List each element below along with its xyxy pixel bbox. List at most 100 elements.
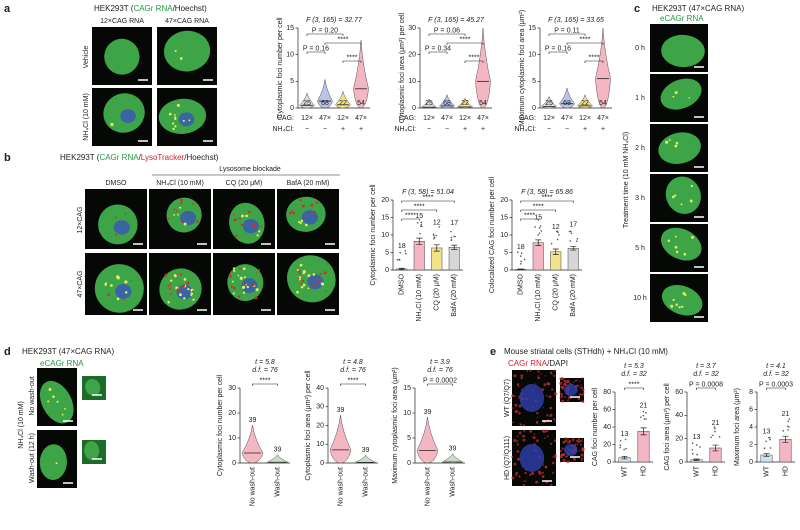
text-part: LysoTracker bbox=[141, 153, 185, 162]
focus bbox=[243, 276, 246, 279]
dot bbox=[782, 430, 785, 432]
y-axis-label: CAG foci number per cell bbox=[592, 387, 599, 466]
speckle bbox=[529, 369, 532, 372]
nucleus bbox=[178, 112, 195, 127]
dot bbox=[695, 444, 698, 446]
focus bbox=[183, 222, 187, 226]
focus bbox=[256, 234, 259, 237]
focus bbox=[178, 293, 182, 297]
speckle bbox=[511, 455, 514, 458]
lysosome bbox=[169, 293, 172, 295]
speckle bbox=[544, 437, 546, 439]
text-part: HEK293T (47×CAG RNA) bbox=[22, 347, 114, 356]
speckle bbox=[560, 392, 563, 396]
focus bbox=[183, 278, 187, 281]
speckle bbox=[520, 374, 524, 378]
statistic: F (3, 58) = 51.04 bbox=[402, 189, 454, 196]
speckle bbox=[578, 380, 581, 383]
micrograph bbox=[650, 74, 708, 122]
factor-value: 12× bbox=[579, 115, 591, 122]
focus bbox=[174, 50, 177, 53]
dot bbox=[519, 255, 522, 257]
speckle bbox=[552, 471, 555, 474]
speckle bbox=[562, 386, 564, 388]
speckle bbox=[563, 379, 566, 382]
focus bbox=[689, 199, 693, 203]
y-tick-label: 8 bbox=[749, 389, 753, 396]
comparison-label: **** bbox=[524, 212, 535, 219]
n-label: 13 bbox=[621, 431, 629, 438]
row-label: HD (Q7/Q111) bbox=[504, 436, 511, 480]
speckle bbox=[551, 461, 555, 465]
dot bbox=[570, 232, 573, 235]
speckle bbox=[536, 416, 539, 419]
y-axis-label: Maximum cytoplasmic foci area (μm²) bbox=[392, 367, 399, 483]
focus bbox=[296, 290, 299, 294]
statistic: d.f. = 32 bbox=[621, 371, 647, 378]
factor-value: 47× bbox=[561, 115, 573, 122]
y-tick-label: 20 bbox=[381, 197, 389, 204]
violin bbox=[335, 91, 351, 109]
violin bbox=[577, 93, 593, 109]
micrograph bbox=[82, 376, 106, 400]
violin bbox=[299, 93, 315, 109]
dot bbox=[520, 260, 522, 263]
speckle bbox=[537, 370, 540, 373]
lysosome bbox=[256, 271, 258, 273]
speckle bbox=[553, 439, 557, 442]
n-label: 18 bbox=[517, 244, 525, 251]
speckle bbox=[546, 382, 550, 386]
lysosome bbox=[254, 228, 257, 231]
speckle bbox=[554, 392, 558, 396]
error-bar bbox=[433, 244, 440, 252]
n-label: 21 bbox=[782, 411, 790, 418]
lysosome bbox=[167, 217, 170, 220]
cell bbox=[104, 38, 140, 75]
speckle bbox=[566, 399, 569, 402]
speckle bbox=[514, 474, 517, 476]
lysosome bbox=[238, 217, 241, 220]
y-axis-label: Cytoplasmic foci number per cell bbox=[370, 184, 377, 286]
focus bbox=[684, 293, 687, 297]
speckle bbox=[549, 371, 553, 374]
row-label: WT (Q7/Q7) bbox=[504, 379, 511, 417]
dot bbox=[691, 452, 694, 455]
y-tick-label: 20 bbox=[228, 410, 236, 417]
dot bbox=[421, 225, 423, 228]
focus bbox=[298, 278, 301, 281]
micrograph bbox=[511, 429, 557, 487]
dot bbox=[539, 225, 542, 227]
dot bbox=[769, 447, 772, 449]
speckle bbox=[581, 377, 584, 380]
speckle bbox=[540, 373, 542, 375]
factor-value: 47× bbox=[319, 115, 331, 122]
violin bbox=[595, 27, 611, 109]
focus bbox=[187, 287, 190, 291]
row-label: 1 h bbox=[635, 95, 645, 102]
lysosome bbox=[316, 201, 319, 204]
speckle bbox=[562, 440, 566, 444]
focus bbox=[672, 95, 675, 98]
x-tick-label: Wash-out bbox=[362, 467, 369, 497]
text-part: /Hoechst) bbox=[173, 4, 208, 13]
micrograph bbox=[650, 174, 708, 222]
lysosome bbox=[191, 290, 194, 292]
comparison-label: P = 0.0008 bbox=[689, 381, 723, 388]
micrograph bbox=[92, 27, 152, 85]
dot bbox=[435, 234, 438, 237]
error-bar bbox=[640, 427, 647, 436]
x-tick-label: Wash-out bbox=[449, 467, 456, 497]
speckle bbox=[518, 475, 521, 478]
speckle bbox=[559, 397, 561, 399]
focus bbox=[56, 400, 59, 403]
y-axis-label: CAG foci area (μm²) per cell bbox=[664, 383, 671, 471]
focus bbox=[231, 280, 234, 283]
error-bar bbox=[621, 455, 628, 460]
speckle bbox=[518, 411, 521, 415]
statistic: F (3, 165) = 33.65 bbox=[548, 17, 604, 24]
focus bbox=[192, 298, 195, 301]
y-axis-label: Maximum foci area (μm²) bbox=[734, 388, 741, 466]
cell bbox=[39, 444, 67, 481]
nucleus bbox=[307, 274, 324, 290]
